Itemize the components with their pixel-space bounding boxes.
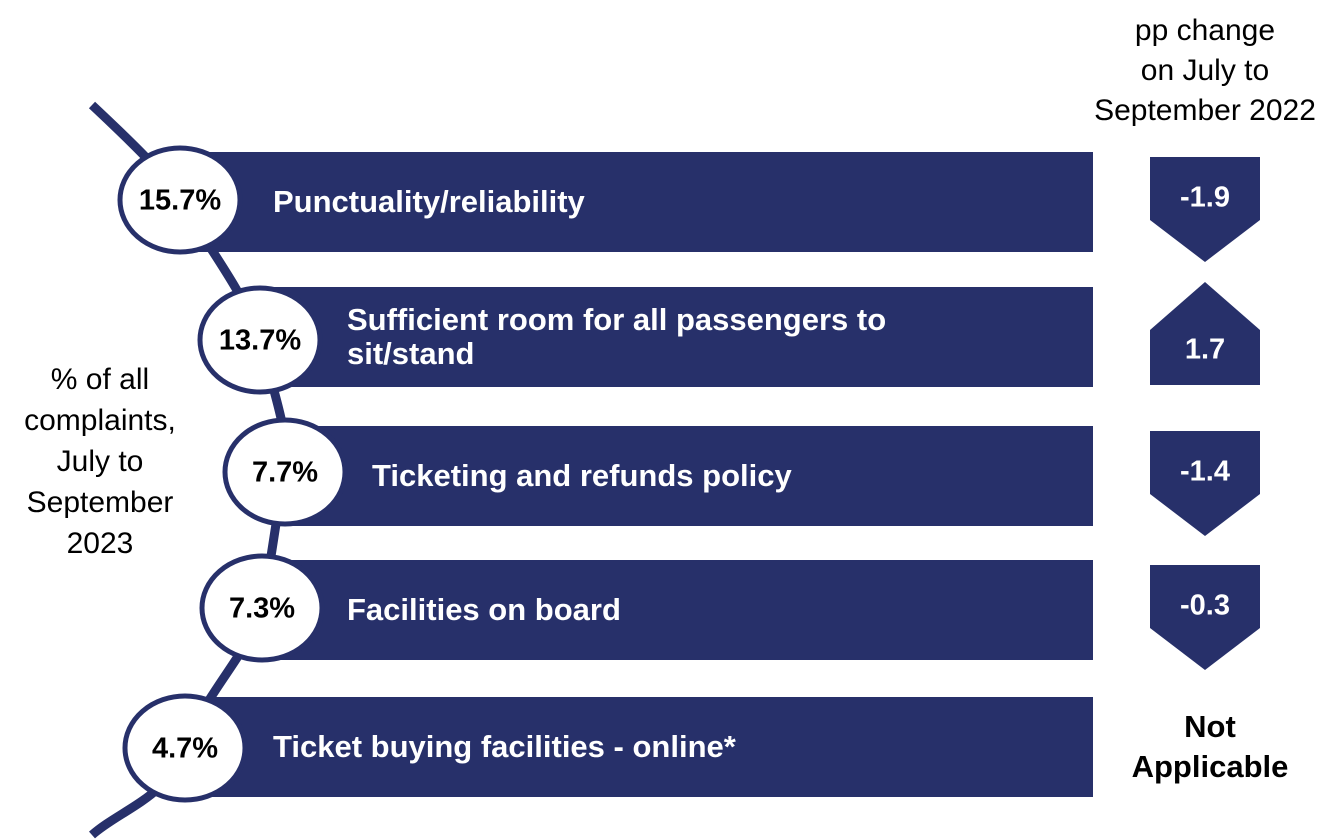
category-bar bbox=[262, 560, 1093, 660]
change-value: -0.3 bbox=[1180, 590, 1230, 622]
change-text: Applicable bbox=[1132, 749, 1289, 784]
share-circle bbox=[222, 417, 348, 527]
header-line: September 2022 bbox=[1094, 94, 1316, 127]
side-label-line: complaints, bbox=[24, 404, 176, 437]
share-value: 15.7% bbox=[139, 185, 221, 217]
change-text: Not bbox=[1184, 709, 1236, 744]
side-label-line: July to bbox=[57, 445, 144, 478]
category-bar bbox=[180, 152, 1093, 252]
change-value: 1.7 bbox=[1185, 334, 1225, 366]
share-value: 7.3% bbox=[229, 593, 295, 625]
category-label: Ticket buying facilities - online* bbox=[273, 729, 737, 764]
change-arrow bbox=[1150, 282, 1260, 385]
change-arrow bbox=[1150, 431, 1260, 536]
category-bar bbox=[260, 287, 1093, 387]
side-label-line: September bbox=[27, 486, 174, 519]
side-label-line: % of all bbox=[51, 363, 149, 396]
share-value: 4.7% bbox=[152, 733, 218, 765]
share-circle bbox=[199, 553, 325, 663]
change-arrow bbox=[1150, 157, 1260, 262]
change-arrow bbox=[1150, 565, 1260, 670]
category-bar bbox=[185, 697, 1093, 797]
share-circle bbox=[117, 145, 243, 255]
share-circle bbox=[122, 693, 248, 803]
category-label: sit/stand bbox=[347, 336, 474, 371]
change-value: -1.9 bbox=[1180, 182, 1230, 214]
header-line: on July to bbox=[1141, 54, 1269, 87]
share-value: 7.7% bbox=[252, 457, 318, 489]
share-value: 13.7% bbox=[219, 325, 301, 357]
change-value: -1.4 bbox=[1180, 456, 1230, 488]
category-label: Sufficient room for all passengers to bbox=[347, 302, 886, 337]
header-line: pp change bbox=[1135, 14, 1275, 47]
side-label-line: 2023 bbox=[67, 527, 134, 560]
category-label: Punctuality/reliability bbox=[273, 184, 586, 219]
share-circle bbox=[197, 285, 323, 395]
category-bar bbox=[285, 426, 1093, 526]
category-label: Facilities on board bbox=[347, 592, 621, 627]
category-label: Ticketing and refunds policy bbox=[372, 458, 792, 493]
